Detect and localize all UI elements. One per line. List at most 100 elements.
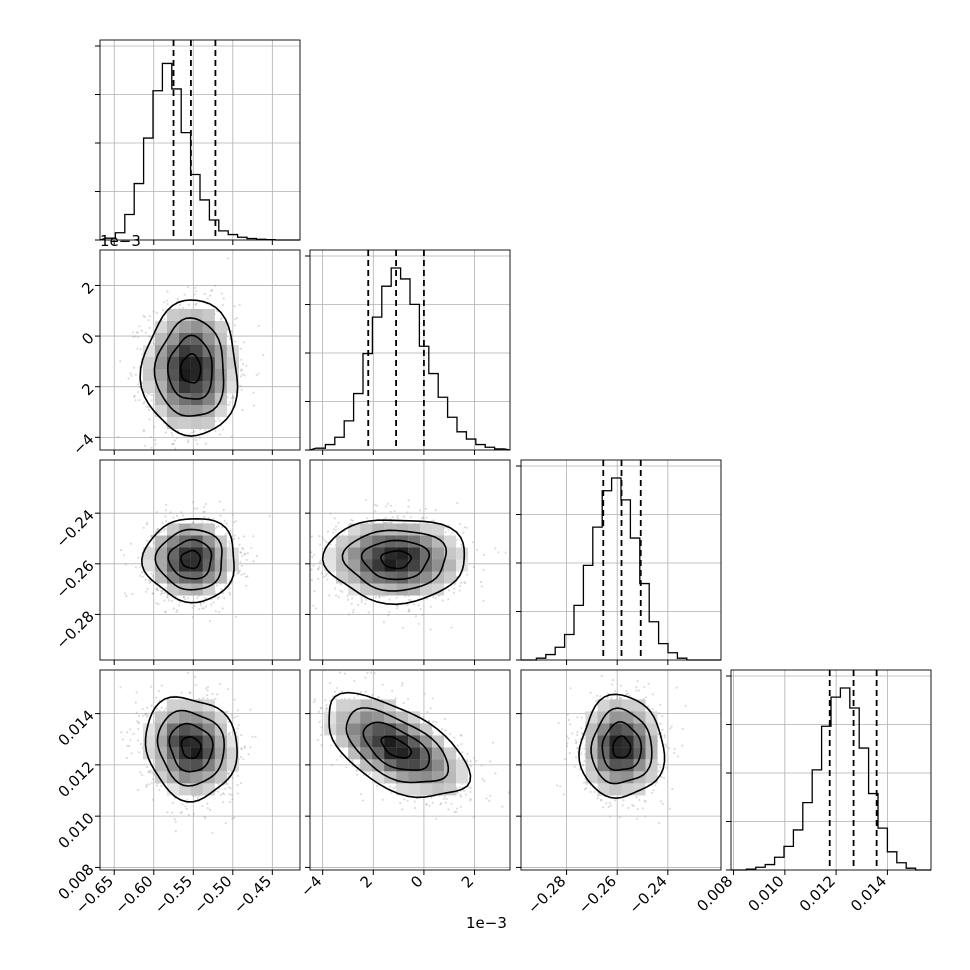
scatter-point bbox=[406, 511, 409, 514]
scatter-point bbox=[155, 784, 158, 787]
scatter-point bbox=[146, 587, 149, 590]
scatter-point bbox=[407, 499, 410, 502]
scatter-point bbox=[329, 543, 332, 546]
scatter-point bbox=[187, 439, 190, 442]
scatter-point bbox=[326, 578, 329, 581]
scatter-point bbox=[315, 607, 318, 610]
scatter-point bbox=[173, 439, 176, 442]
scatter-point bbox=[401, 626, 405, 629]
scatter-point bbox=[148, 315, 151, 318]
scatter-point bbox=[150, 534, 153, 538]
scatter-point bbox=[166, 302, 169, 306]
scatter-point bbox=[333, 517, 336, 520]
scatter-point bbox=[132, 336, 135, 339]
scatter-point bbox=[230, 397, 233, 400]
scatter-point bbox=[312, 564, 315, 567]
scatter-point bbox=[332, 528, 335, 531]
scatter-point bbox=[458, 589, 461, 592]
scatter-point bbox=[134, 373, 137, 376]
scatter-point bbox=[228, 591, 231, 594]
scatter-point bbox=[374, 510, 377, 513]
scatter-point bbox=[138, 399, 141, 402]
scatter-point bbox=[223, 597, 226, 600]
scatter-point bbox=[163, 529, 166, 532]
scatter-point bbox=[412, 603, 416, 606]
scatter-point bbox=[133, 394, 136, 397]
scatter-point bbox=[388, 598, 391, 601]
scatter-point bbox=[145, 394, 148, 397]
scatter-point bbox=[176, 297, 179, 301]
scatter-point bbox=[242, 535, 245, 538]
scatter-point bbox=[119, 360, 122, 363]
scatter-point bbox=[232, 396, 235, 399]
scatter-point bbox=[147, 392, 150, 395]
scatter-point bbox=[240, 565, 244, 568]
scatter-point bbox=[232, 395, 235, 398]
scatter-point bbox=[255, 374, 258, 377]
scatter-point bbox=[239, 755, 242, 759]
scatter-point bbox=[317, 577, 320, 580]
scatter-point bbox=[389, 510, 392, 513]
scatter-point bbox=[464, 582, 467, 585]
scatter-point bbox=[133, 395, 136, 399]
scatter-point bbox=[234, 340, 237, 343]
scatter-point bbox=[235, 520, 238, 523]
scatter-point bbox=[138, 385, 141, 388]
scatter-point bbox=[204, 429, 207, 432]
scatter-point bbox=[334, 525, 338, 528]
scatter-point bbox=[389, 504, 392, 507]
scatter-point bbox=[147, 406, 150, 409]
scatter-point bbox=[456, 502, 459, 505]
scatter-point bbox=[374, 596, 378, 599]
scatter-point bbox=[460, 581, 463, 584]
scatter-point bbox=[322, 575, 325, 579]
scatter-point bbox=[233, 716, 236, 719]
scatter-point bbox=[123, 592, 127, 595]
scatter-point bbox=[219, 682, 222, 686]
scatter-point bbox=[334, 587, 337, 590]
scatter-point bbox=[182, 596, 186, 599]
scatter-point bbox=[119, 686, 122, 689]
scatter-point bbox=[172, 516, 175, 519]
scatter-point bbox=[156, 528, 159, 531]
scatter-point bbox=[143, 400, 146, 403]
scatter-point bbox=[463, 526, 466, 529]
scatter-point bbox=[367, 611, 370, 614]
scatter-point bbox=[210, 288, 214, 292]
scatter-point bbox=[171, 434, 174, 437]
scatter-point bbox=[179, 303, 182, 306]
scatter-point bbox=[230, 330, 233, 333]
scatter-point bbox=[447, 598, 450, 601]
scatter-point bbox=[145, 405, 148, 408]
scatter-point bbox=[192, 521, 195, 524]
scatter-point bbox=[132, 732, 135, 736]
scatter-point bbox=[222, 297, 225, 300]
scatter-point bbox=[180, 691, 183, 694]
scatter-point bbox=[375, 504, 378, 507]
scatter-point bbox=[140, 329, 143, 332]
scatter-point bbox=[225, 522, 228, 525]
scatter-point bbox=[240, 573, 243, 576]
scatter-point bbox=[319, 543, 322, 546]
scatter-point bbox=[125, 595, 128, 598]
scatter-point bbox=[244, 553, 247, 556]
scatter-point bbox=[199, 604, 202, 607]
scatter-point bbox=[155, 588, 158, 591]
scatter-point bbox=[466, 526, 469, 529]
scatter-point bbox=[180, 511, 183, 514]
scatter-point bbox=[421, 613, 424, 616]
scatter-point bbox=[155, 510, 158, 514]
scatter-point bbox=[134, 399, 137, 402]
scatter-point bbox=[150, 685, 153, 688]
scatter-point bbox=[142, 428, 145, 431]
scatter-point bbox=[466, 573, 469, 576]
scatter-point bbox=[329, 512, 332, 515]
scatter-point bbox=[170, 600, 173, 603]
scatter-point bbox=[448, 589, 451, 592]
scatter-point bbox=[318, 561, 321, 564]
scatter-point bbox=[214, 420, 217, 423]
scatter-point bbox=[407, 608, 411, 611]
scatter-point bbox=[163, 599, 166, 602]
scatter-point bbox=[139, 574, 142, 578]
scatter-point bbox=[129, 372, 132, 375]
